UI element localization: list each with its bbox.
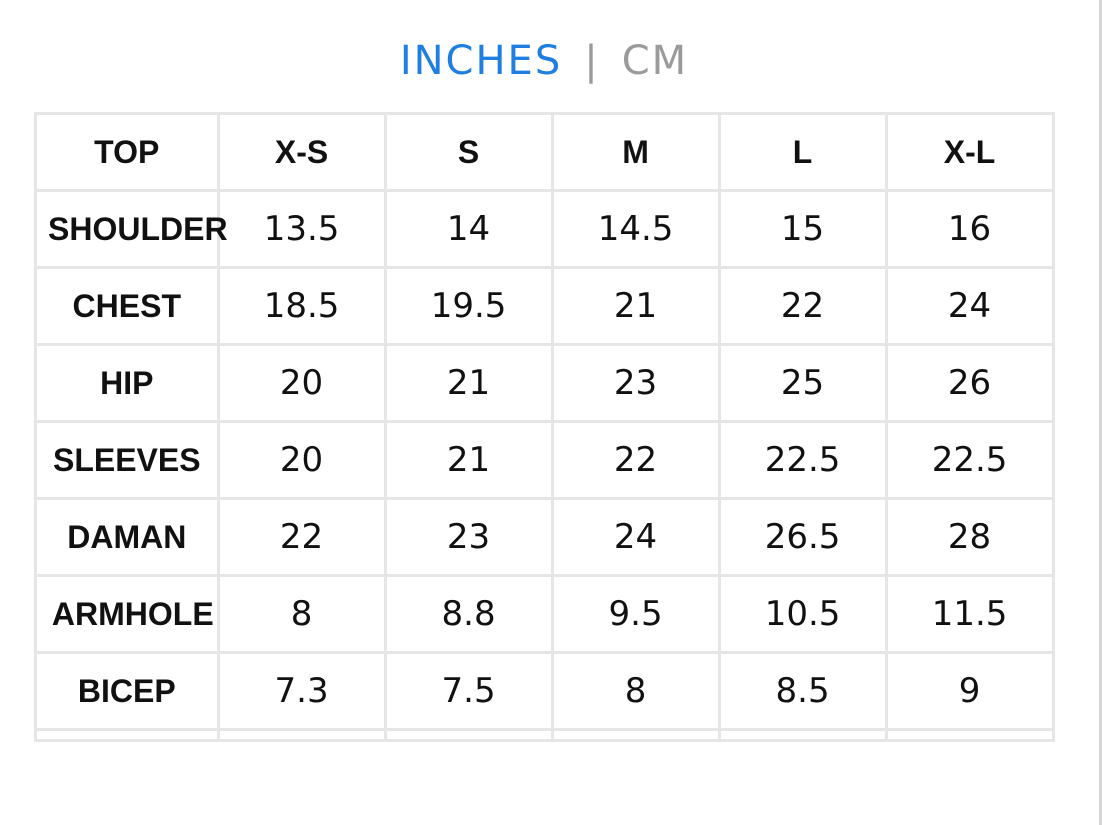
inches-tab[interactable]: INCHES [399, 38, 563, 84]
row-label-armhole: ARMHOLE [34, 574, 220, 654]
table-cell: 21 [383, 420, 554, 500]
table-cell [717, 728, 888, 742]
header-size-xs: X-S [216, 112, 387, 192]
table-cell: 15 [717, 189, 888, 269]
table-cell: 22 [216, 497, 387, 577]
table-header-row: TOP X-S S M L X-L [34, 112, 1055, 192]
table-cell: 18.5 [216, 266, 387, 346]
table-cell: 8 [550, 651, 721, 731]
table-cell: 16 [884, 189, 1055, 269]
table-cell: 19.5 [383, 266, 554, 346]
row-label-bicep: BICEP [34, 651, 220, 731]
right-edge-border [1099, 0, 1102, 825]
table-row-cutoff [34, 728, 1055, 742]
table-cell: 22.5 [884, 420, 1055, 500]
header-top: TOP [34, 112, 220, 192]
table-cell: 23 [383, 497, 554, 577]
table-cell: 25 [717, 343, 888, 423]
table-cell: 8 [216, 574, 387, 654]
table-row: ARMHOLE 8 8.8 9.5 10.5 11.5 [34, 574, 1055, 654]
table-cell: 21 [383, 343, 554, 423]
table-cell: 11.5 [884, 574, 1055, 654]
row-label-daman: DAMAN [34, 497, 220, 577]
table-cell: 8.8 [383, 574, 554, 654]
table-cell: 7.5 [383, 651, 554, 731]
cm-tab[interactable]: CM [621, 38, 689, 84]
table-cell: 20 [216, 343, 387, 423]
table-cell [383, 728, 554, 742]
table-cell: 22 [550, 420, 721, 500]
header-size-s: S [383, 112, 554, 192]
table-cell [550, 728, 721, 742]
table-cell: 13.5 [216, 189, 387, 269]
table-cell: 14.5 [550, 189, 721, 269]
table-cell: 9 [884, 651, 1055, 731]
table-cell: 26 [884, 343, 1055, 423]
table-cell: 14 [383, 189, 554, 269]
table-cell: 9.5 [550, 574, 721, 654]
table-cell [884, 728, 1055, 742]
table-cell: 24 [884, 266, 1055, 346]
table-cell: 22 [717, 266, 888, 346]
table-cell: 8.5 [717, 651, 888, 731]
unit-separator: | [584, 38, 600, 84]
table-cell: 28 [884, 497, 1055, 577]
header-size-l: L [717, 112, 888, 192]
row-label-shoulder: SHOULDER [34, 189, 228, 269]
table-cell: 22.5 [717, 420, 888, 500]
row-label-sleeves: SLEEVES [34, 420, 220, 500]
table-row: DAMAN 22 23 24 26.5 28 [34, 497, 1055, 577]
table-cell: 20 [216, 420, 387, 500]
header-size-xl: X-L [884, 112, 1055, 192]
header-size-m: M [550, 112, 721, 192]
row-label-chest: CHEST [34, 266, 220, 346]
table-row: HIP 20 21 23 25 26 [34, 343, 1055, 423]
table-cell: 24 [550, 497, 721, 577]
table-row: SLEEVES 20 21 22 22.5 22.5 [34, 420, 1055, 500]
table-row: CHEST 18.5 19.5 21 22 24 [34, 266, 1055, 346]
table-cell: 26.5 [717, 497, 888, 577]
table-row: SHOULDER 13.5 14 14.5 15 16 [34, 189, 1055, 269]
table-cell: 10.5 [717, 574, 888, 654]
table-cell: 23 [550, 343, 721, 423]
table-cell: 21 [550, 266, 721, 346]
row-label-hip: HIP [34, 343, 220, 423]
table-cell: 7.3 [216, 651, 387, 731]
table-cell [216, 728, 387, 742]
size-chart-table: TOP X-S S M L X-L SHOULDER 13.5 14 14.5 … [34, 112, 1055, 742]
unit-toggle: INCHES | CM [0, 38, 1088, 84]
table-row: BICEP 7.3 7.5 8 8.5 9 [34, 651, 1055, 731]
table-cell [34, 728, 220, 742]
